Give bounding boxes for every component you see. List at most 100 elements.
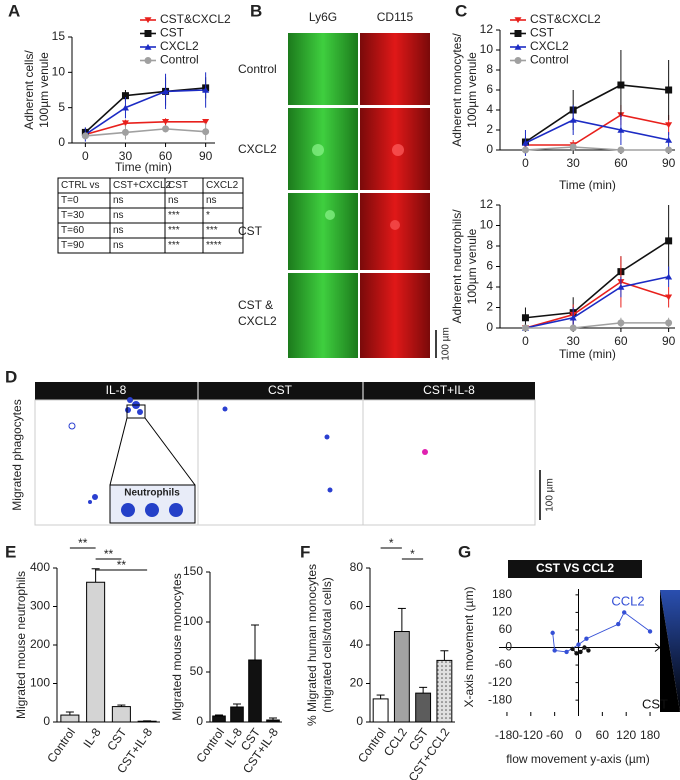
marker — [569, 314, 577, 321]
series-line — [85, 128, 206, 137]
series-line — [525, 119, 669, 144]
marker — [162, 119, 170, 125]
x-tick-label: 0 — [575, 728, 582, 742]
y-tick-label: 0 — [196, 714, 203, 728]
y-tick-label: -120 — [488, 675, 512, 689]
marker — [162, 88, 170, 95]
table-border — [57, 177, 244, 254]
series-label: CST — [642, 696, 668, 711]
point — [576, 642, 581, 647]
bar — [212, 715, 226, 723]
y-tick-label: 0 — [356, 714, 363, 728]
y-tick-label: 8 — [486, 238, 493, 252]
y-tick-label: 150 — [183, 564, 203, 578]
marker — [569, 324, 577, 332]
marker — [665, 319, 673, 327]
marker — [617, 81, 625, 89]
y-label: Adherent monocytes/ — [450, 33, 464, 147]
y-tick-label: 0 — [505, 640, 512, 654]
column-label: CST — [268, 383, 293, 397]
table-cell: ns — [113, 195, 124, 206]
x-tick-label: 30 — [567, 156, 581, 170]
y-tick-label: 10 — [480, 42, 494, 56]
point — [647, 629, 653, 634]
panel-label: D — [5, 367, 17, 386]
y-tick-label: 10 — [480, 218, 494, 232]
marker — [121, 92, 129, 100]
point — [564, 649, 569, 655]
point — [586, 648, 591, 653]
legend-marker — [144, 17, 152, 24]
y-label: Migrated mouse monocytes — [170, 573, 184, 720]
table-cell: *** — [168, 225, 180, 236]
y-tick-label: 6 — [486, 259, 493, 273]
scale-label: 100 µm — [441, 327, 452, 361]
x-tick-label: 30 — [567, 334, 581, 348]
bar — [137, 720, 157, 723]
panel-label: F — [300, 542, 310, 561]
table-cell: CTRL vs — [61, 180, 100, 191]
table-cell: *** — [168, 240, 180, 251]
y-label: Migrated phagocytes — [10, 399, 24, 510]
legend-label: CST&CXCL2 — [160, 12, 231, 26]
marker — [665, 237, 673, 245]
point — [616, 621, 621, 627]
point — [550, 630, 555, 636]
y-label: % Migrated human monocytes — [305, 564, 319, 726]
marker — [665, 136, 673, 143]
marker — [617, 283, 625, 290]
row-label: CXCL2 — [238, 314, 277, 328]
marker — [569, 116, 577, 123]
x-label: Time (min) — [559, 347, 616, 361]
micrographs — [288, 33, 437, 358]
panel-label: G — [458, 542, 471, 561]
y-label: X-axis movement (µm) — [462, 587, 476, 708]
series-line — [525, 280, 669, 329]
legend-label: Control — [160, 53, 199, 67]
point — [584, 636, 589, 641]
y-tick-label: 80 — [350, 560, 364, 574]
point — [552, 648, 557, 653]
table-cell: *** — [168, 210, 180, 221]
panel-label: B — [250, 1, 262, 20]
bar — [248, 659, 262, 723]
x-tick-label: 90 — [199, 149, 213, 163]
x-tick-label: 60 — [614, 334, 628, 348]
table-cell: ns — [113, 240, 124, 251]
legend-label: Control — [530, 53, 569, 67]
marker — [617, 146, 625, 154]
y-tick-label: -60 — [495, 657, 513, 671]
marker — [521, 314, 529, 322]
marker — [202, 119, 210, 125]
trajectory — [552, 611, 651, 653]
bar — [230, 706, 244, 723]
y-tick-label: 60 — [499, 622, 513, 636]
table-cell: ns — [113, 210, 124, 221]
y-label: 100µm venule — [465, 52, 479, 128]
x-tick-label: 0 — [82, 149, 89, 163]
marker — [521, 324, 529, 332]
y-tick-label: 12 — [480, 22, 494, 36]
y-tick-label: 0 — [58, 135, 65, 149]
table-cell: CST+CXCL2 — [113, 180, 172, 191]
y-tick-label: 200 — [30, 637, 50, 651]
row-label: CST & — [238, 298, 273, 312]
bar — [415, 692, 432, 723]
legend-label: CXCL2 — [530, 39, 569, 53]
significance-label: * — [389, 536, 394, 550]
marker — [81, 132, 89, 140]
y-label: 100µm venule — [465, 228, 479, 304]
series-line — [84, 89, 206, 136]
x-tick-label: CCL2 — [381, 725, 410, 758]
legend-marker — [144, 43, 152, 50]
x-tick-label: -60 — [546, 728, 564, 742]
series-line — [525, 240, 670, 319]
y-label: (migrated cells/total cells) — [320, 577, 334, 712]
x-tick-label: 30 — [119, 149, 133, 163]
x-tick-label: 90 — [662, 156, 676, 170]
table-cell: T=60 — [61, 225, 85, 236]
y-tick-label: 0 — [486, 142, 493, 156]
y-tick-label: 100 — [183, 614, 203, 628]
y-tick-label: -180 — [488, 692, 512, 706]
